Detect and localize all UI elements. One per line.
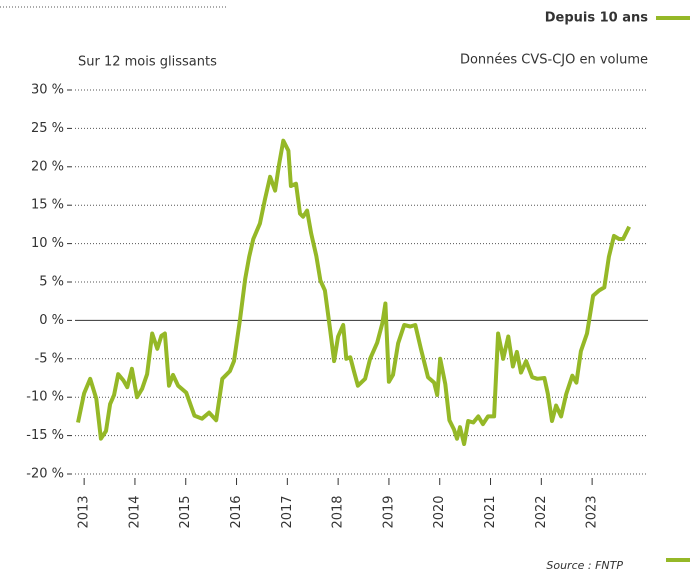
x-tick-label: 2013 xyxy=(77,495,92,528)
x-tick-label: 2022 xyxy=(534,495,549,528)
y-axis-label: Sur 12 mois glissants xyxy=(78,55,217,70)
source: Source : FNTP xyxy=(546,559,623,572)
y-tick-label: 30 % xyxy=(31,83,64,98)
x-tick-label: 2016 xyxy=(229,495,244,528)
y-tick-label: 25 % xyxy=(31,121,64,136)
x-tick-label: 2019 xyxy=(381,495,396,528)
x-tick-label: 2020 xyxy=(432,495,447,528)
y-tick-label: 15 % xyxy=(31,198,64,213)
data-line xyxy=(76,138,631,446)
x-tick-label: 2023 xyxy=(585,495,600,528)
y-tick-label: 20 % xyxy=(31,159,64,174)
subtitle: Données CVS-CJO en volume xyxy=(460,53,648,68)
y-tick-label: 5 % xyxy=(39,275,64,290)
y-tick-label: 0 % xyxy=(39,313,64,328)
decor-bar xyxy=(656,16,690,20)
decor-bar xyxy=(666,558,690,562)
x-tick-label: 2017 xyxy=(280,495,295,528)
x-tick-label: 2015 xyxy=(178,495,193,528)
y-tick-label: -20 % xyxy=(26,467,64,482)
y-tick-label: -5 % xyxy=(35,351,64,366)
y-tick-label: 10 % xyxy=(31,236,64,251)
header: Depuis 10 ans xyxy=(545,11,649,26)
x-tick-label: 2018 xyxy=(331,495,346,528)
y-tick-label: -10 % xyxy=(26,390,64,405)
x-tick-label: 2014 xyxy=(127,495,142,528)
y-tick-label: -15 % xyxy=(26,428,64,443)
x-tick-label: 2021 xyxy=(483,495,498,528)
